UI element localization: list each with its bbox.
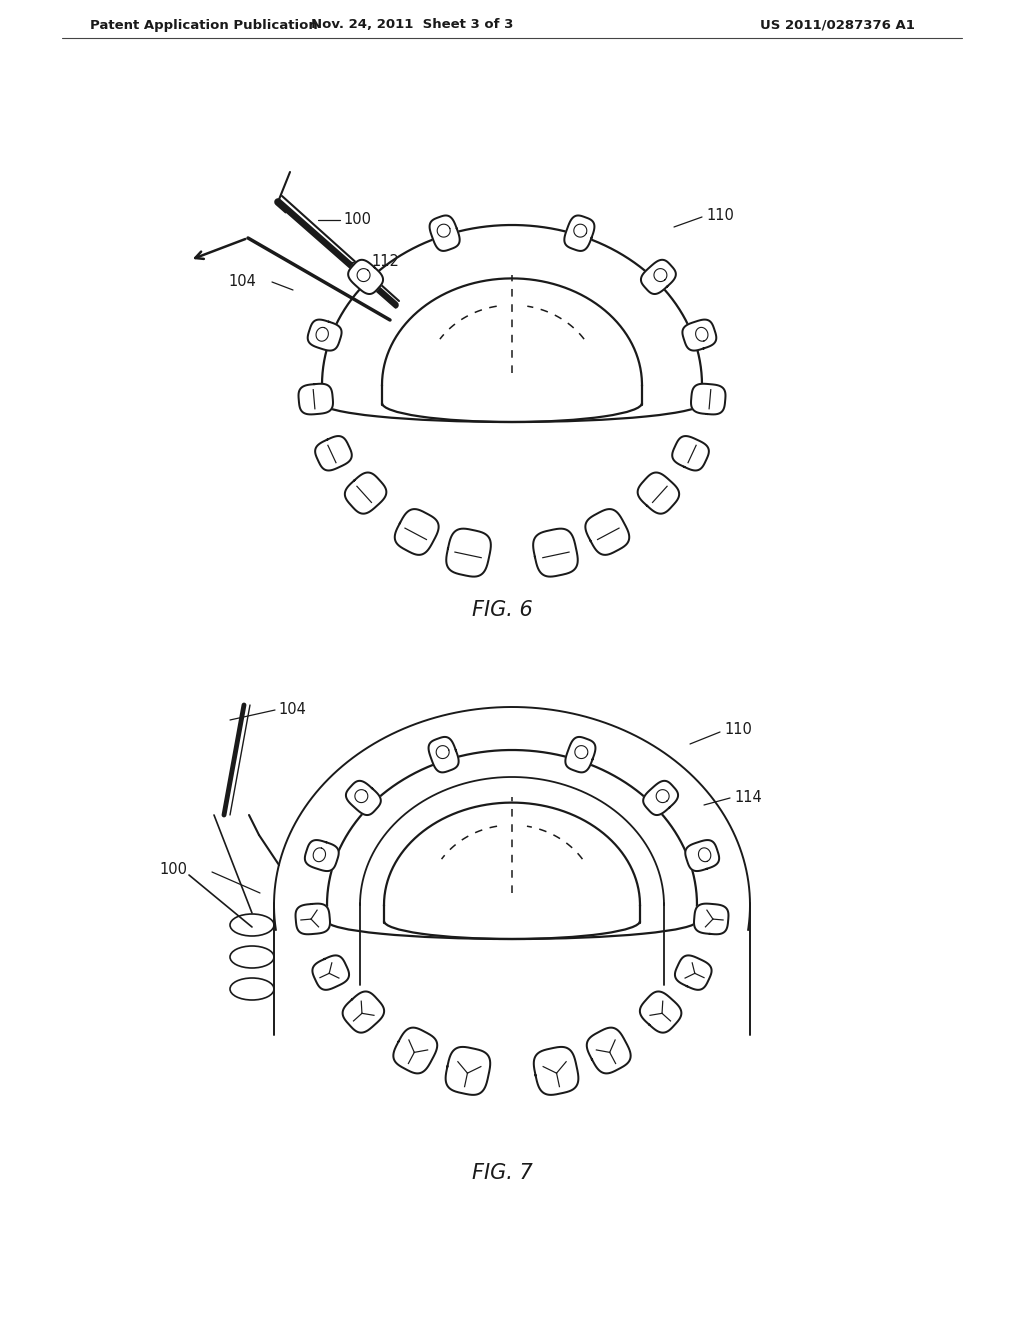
Polygon shape — [643, 781, 678, 814]
Text: 100: 100 — [159, 862, 187, 878]
Text: 104: 104 — [228, 275, 256, 289]
Text: 104: 104 — [278, 702, 306, 718]
Polygon shape — [382, 279, 642, 385]
Text: 110: 110 — [724, 722, 752, 738]
Polygon shape — [694, 904, 728, 935]
Polygon shape — [307, 319, 342, 351]
Text: Nov. 24, 2011  Sheet 3 of 3: Nov. 24, 2011 Sheet 3 of 3 — [311, 18, 513, 32]
Polygon shape — [343, 991, 384, 1032]
Polygon shape — [430, 215, 460, 251]
Text: 100: 100 — [343, 213, 371, 227]
Polygon shape — [682, 319, 717, 351]
Polygon shape — [305, 840, 339, 871]
Polygon shape — [675, 956, 712, 990]
Text: 110: 110 — [706, 207, 734, 223]
Polygon shape — [322, 224, 702, 385]
Text: US 2011/0287376 A1: US 2011/0287376 A1 — [760, 18, 914, 32]
Polygon shape — [346, 781, 381, 814]
Polygon shape — [395, 510, 438, 554]
Text: 114: 114 — [734, 791, 762, 805]
Polygon shape — [315, 436, 352, 470]
Polygon shape — [586, 510, 630, 554]
Text: 112: 112 — [371, 255, 399, 269]
Polygon shape — [685, 840, 719, 871]
Polygon shape — [534, 1047, 579, 1094]
Polygon shape — [384, 803, 640, 906]
Polygon shape — [534, 529, 578, 577]
Polygon shape — [640, 991, 681, 1032]
Polygon shape — [691, 384, 725, 414]
Polygon shape — [393, 1028, 437, 1073]
Polygon shape — [345, 473, 386, 513]
Polygon shape — [641, 260, 676, 294]
Polygon shape — [446, 528, 490, 577]
Polygon shape — [587, 1028, 631, 1073]
Polygon shape — [327, 750, 697, 906]
Text: FIG. 7: FIG. 7 — [472, 1163, 532, 1183]
Polygon shape — [429, 737, 459, 772]
Polygon shape — [564, 215, 594, 251]
Polygon shape — [638, 473, 679, 513]
Text: Patent Application Publication: Patent Application Publication — [90, 18, 317, 32]
Polygon shape — [296, 904, 330, 935]
Text: FIG. 6: FIG. 6 — [472, 601, 532, 620]
Polygon shape — [445, 1047, 490, 1094]
Polygon shape — [672, 436, 709, 470]
Polygon shape — [299, 384, 333, 414]
Polygon shape — [312, 956, 349, 990]
Polygon shape — [565, 737, 595, 772]
Polygon shape — [348, 260, 383, 294]
